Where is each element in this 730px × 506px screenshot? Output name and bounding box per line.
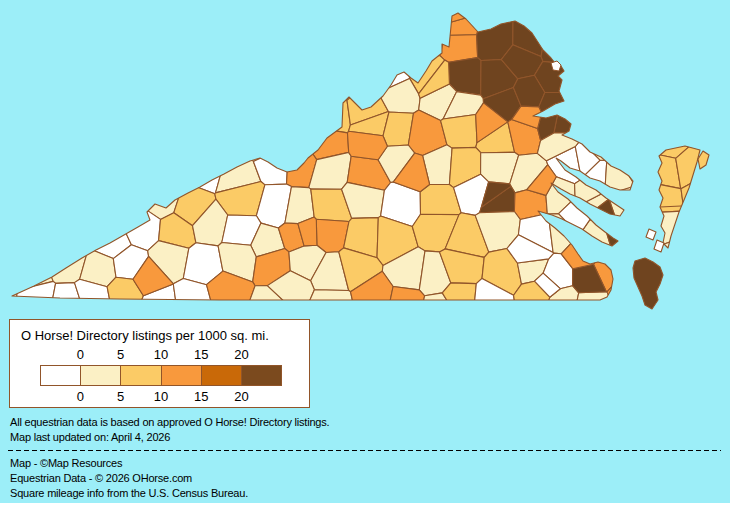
island [698, 151, 709, 169]
island [654, 240, 664, 252]
credit-square-mileage: Square mileage info from the U.S. Census… [10, 486, 248, 501]
legend-tick-label: 5 [117, 347, 124, 362]
note-last-updated: Map last updated on: April 4, 2026 [10, 430, 170, 445]
arlington-notch [551, 61, 561, 71]
virginia-beach-area [633, 258, 663, 309]
legend-swatch-0 [41, 366, 80, 385]
credit-map: Map - ©Map Resources [10, 456, 122, 471]
legend-tick-label: 20 [234, 389, 248, 404]
legend-tick-label: 15 [194, 389, 208, 404]
legend-tick-label: 10 [154, 389, 168, 404]
legend-tick-label: 5 [117, 389, 124, 404]
island [646, 229, 656, 240]
legend-swatch-4 [201, 366, 241, 385]
credit-equestrian-data: Equestrian Data - © 2026 OHorse.com [10, 471, 192, 486]
legend-swatch-2 [120, 366, 160, 385]
legend-tick-label: 0 [77, 347, 84, 362]
legend-tick-label: 0 [77, 389, 84, 404]
legend-swatch-5 [241, 366, 281, 385]
mainland-counties [0, 0, 730, 316]
legend-color-strip [40, 365, 282, 386]
legend-tick-label: 20 [234, 347, 248, 362]
legend-tick-label: 10 [154, 347, 168, 362]
legend-title: O Horse! Directory listings per 1000 sq.… [21, 328, 269, 343]
eastern-shore-counties [610, 0, 730, 316]
dashed-separator [8, 450, 721, 451]
legend-box: O Horse! Directory listings per 1000 sq.… [9, 319, 310, 408]
legend-swatch-1 [80, 366, 120, 385]
map-page: O Horse! Directory listings per 1000 sq.… [0, 0, 730, 506]
virginia-county-map [0, 0, 730, 316]
legend-swatch-3 [161, 366, 201, 385]
note-data-source: All equestrian data is based on approved… [10, 415, 329, 430]
legend-tick-label: 15 [194, 347, 208, 362]
